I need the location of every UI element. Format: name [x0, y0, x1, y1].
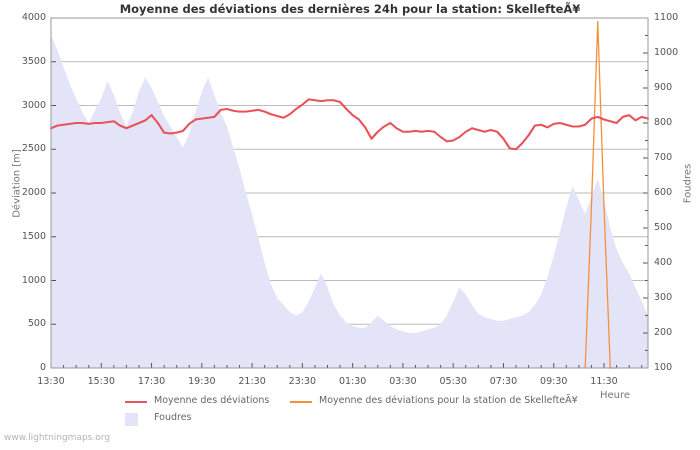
x-axis-tick-label: 21:30: [238, 376, 266, 387]
legend-swatch-average-deviation: [125, 401, 147, 403]
legend-label-station-deviation: Moyenne des déviations pour la station d…: [319, 395, 578, 406]
x-axis-tick-label: 01:30: [338, 376, 367, 387]
x-axis-tick-label: 19:30: [188, 376, 216, 387]
x-axis-tick-label: 15:30: [87, 376, 115, 387]
y-axis-left-tick-label: 4000: [21, 12, 46, 23]
x-axis-tick-label: 13:30: [37, 376, 65, 387]
y-axis-left-tick-label: 500: [27, 318, 46, 330]
y-axis-right-tick-label: 800: [654, 117, 673, 128]
y-axis-left-tick-label: 2000: [21, 187, 46, 198]
y-axis-right-tick-label: 100: [654, 362, 673, 373]
x-axis-title: Heure: [600, 390, 631, 401]
legend-label-average-deviation: Moyenne des déviations: [154, 395, 270, 406]
y-axis-left-tick-label: 3500: [21, 55, 46, 67]
chart-title: Moyenne des déviations des dernières 24h…: [119, 2, 581, 16]
x-axis-tick-label: 23:30: [288, 376, 317, 387]
y-axis-right-tick-label: 700: [654, 152, 673, 163]
y-axis-right-tick-label: 200: [654, 327, 673, 338]
y-axis-right-tick-label: 500: [654, 222, 673, 233]
y-axis-right-tick-label: 400: [654, 257, 673, 268]
y-axis-right-tick-label: 300: [654, 292, 673, 303]
y-axis-left-tick-label: 1500: [21, 230, 46, 242]
y-axis-right-tick-label: 1100: [654, 12, 679, 23]
watermark: www.lightningmaps.org: [4, 433, 110, 443]
y-axis-right-tick-label: 900: [654, 82, 673, 93]
plot-frame: [50, 17, 649, 369]
y-axis-right-tick-label: 1000: [654, 47, 679, 58]
legend-swatch-foudres: [125, 413, 138, 426]
y-axis-right-tick-label: 600: [654, 187, 673, 198]
legend-label-foudres: Foudres: [154, 412, 192, 423]
average-deviation-line-series: [49, 98, 650, 151]
x-axis-tick-label: 09:30: [540, 376, 568, 387]
x-axis-tick-label: 05:30: [439, 376, 467, 387]
x-axis-tick-label: 11:30: [590, 376, 618, 387]
x-axis-tick-label: 17:30: [137, 376, 166, 387]
x-axis-tick-label: 07:30: [489, 376, 518, 387]
y-axis-left-tick-label: 3000: [21, 99, 46, 111]
axis-ticks: [50, 35, 648, 368]
legend-swatch-station-deviation: [290, 401, 312, 403]
y-axis-left-tick-label: 1000: [21, 274, 46, 286]
x-axis-tick-label: 03:30: [389, 376, 417, 387]
y-axis-left-tick-label: 2500: [21, 143, 46, 155]
y-axis-left-tick-label: 0: [39, 362, 46, 373]
